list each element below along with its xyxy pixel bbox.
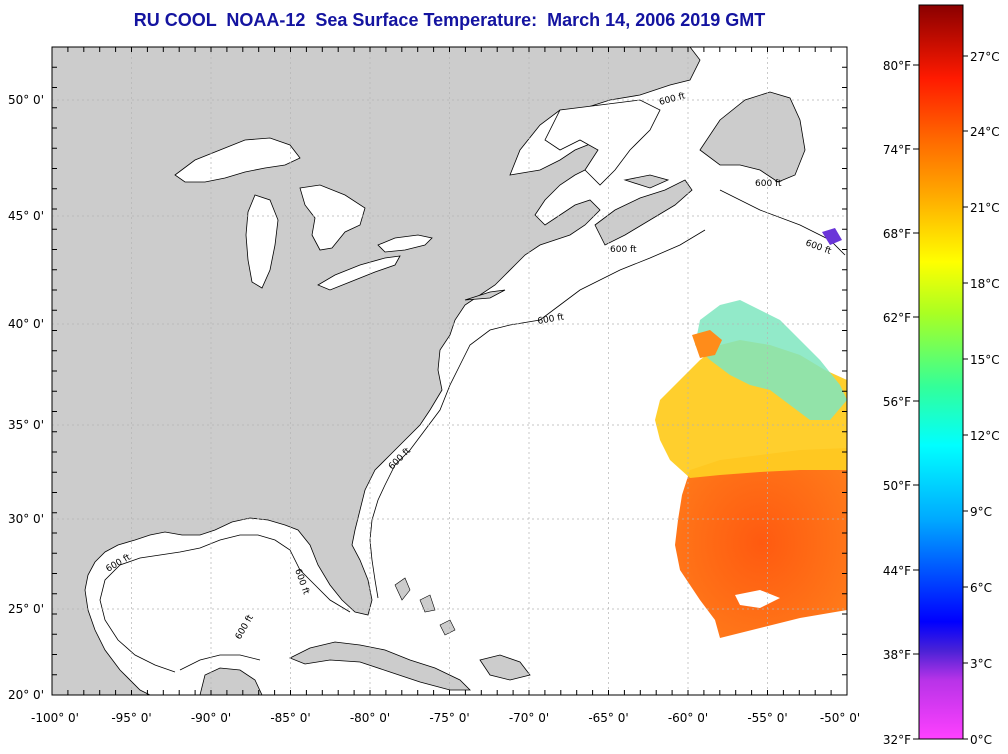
- hispaniola: [479, 654, 531, 681]
- lat-label-25: 25° 0': [8, 602, 44, 616]
- graticule: [52, 47, 847, 695]
- sst-swath-north: [695, 300, 847, 420]
- north-america-land: [52, 47, 701, 695]
- lon-label-80: -80° 0': [350, 711, 390, 725]
- map-title: RU COOL NOAA-12 Sea Surface Temperature:…: [133, 10, 766, 30]
- latitude-labels: 50° 0' 45° 0' 40° 0' 35° 0' 30° 0' 25° 0…: [8, 93, 44, 702]
- isobath-label: 600 ft: [537, 312, 565, 327]
- lat-label-20: 20° 0': [8, 688, 44, 702]
- lon-label-85: -85° 0': [270, 711, 310, 725]
- sst-patch-white: [735, 590, 780, 608]
- lat-label-30: 30° 0': [8, 512, 44, 526]
- cbar-f-44: 44°F: [883, 564, 911, 578]
- cbar-c-27: 27°C: [970, 50, 1000, 64]
- pei: [623, 174, 670, 189]
- cbar-f-74: 74°F: [883, 143, 911, 157]
- cbar-f-56: 56°F: [883, 395, 911, 409]
- lake-michigan: [245, 194, 279, 289]
- cbar-c-24: 24°C: [970, 125, 1000, 139]
- lake-erie: [317, 255, 401, 291]
- cbar-c-0: 0°C: [970, 733, 992, 747]
- colorbar: [918, 4, 964, 740]
- lat-label-40: 40° 0': [8, 317, 44, 331]
- lat-label-45: 45° 0': [8, 209, 44, 223]
- lake-ontario: [377, 234, 433, 253]
- lon-label-100: -100° 0': [31, 711, 79, 725]
- frame-ticks: [51, 46, 848, 696]
- lon-label-65: -65° 0': [588, 711, 628, 725]
- isobath-label: 600 ft: [610, 245, 637, 255]
- bahamas: [394, 577, 456, 636]
- lon-label-55: -55° 0': [747, 711, 787, 725]
- newfoundland: [699, 91, 806, 183]
- lon-label-95: -95° 0': [111, 711, 151, 725]
- long-island: [464, 289, 506, 301]
- colorbar-fahrenheit-labels: 80°F 74°F 68°F 62°F 56°F 50°F 44°F 38°F …: [883, 59, 911, 747]
- cbar-c-3: 3°C: [970, 657, 992, 671]
- cbar-f-80: 80°F: [883, 59, 911, 73]
- lat-label-50: 50° 0': [8, 93, 44, 107]
- cbar-c-21: 21°C: [970, 201, 1000, 215]
- colorbar-ticks: [913, 55, 968, 740]
- lake-superior: [174, 137, 301, 183]
- lon-label-50: -50° 0': [820, 711, 860, 725]
- cbar-f-38: 38°F: [883, 648, 911, 662]
- longitude-labels: -100° 0' -95° 0' -90° 0' -85° 0' -80° 0'…: [31, 711, 860, 725]
- cbar-f-50: 50°F: [883, 479, 911, 493]
- isobath-label: 600 ft: [755, 179, 782, 189]
- cuba: [289, 641, 471, 691]
- lon-label-60: -60° 0': [668, 711, 708, 725]
- gulf-st-lawrence: [544, 99, 661, 186]
- cbar-c-12: 12°C: [970, 429, 1000, 443]
- colorbar-celsius-labels: 27°C 24°C 21°C 18°C 15°C 12°C 9°C 6°C 3°…: [970, 50, 1000, 747]
- cbar-c-15: 15°C: [970, 353, 1000, 367]
- isobath-600ft: [99, 189, 846, 673]
- cbar-c-18: 18°C: [970, 277, 1000, 291]
- sst-patch-orange: [692, 330, 722, 358]
- yucatan: [199, 667, 263, 695]
- sst-swath-south: [675, 448, 847, 638]
- cbar-f-62: 62°F: [883, 311, 911, 325]
- sst-patch-purple: [822, 228, 842, 245]
- nova-scotia: [594, 179, 693, 246]
- lat-label-35: 35° 0': [8, 418, 44, 432]
- lon-label-90: -90° 0': [191, 711, 231, 725]
- lon-label-70: -70° 0': [509, 711, 549, 725]
- cbar-c-6: 6°C: [970, 581, 992, 595]
- cbar-f-68: 68°F: [883, 227, 911, 241]
- cbar-f-32: 32°F: [883, 733, 911, 747]
- lon-label-75: -75° 0': [429, 711, 469, 725]
- cbar-c-9: 9°C: [970, 505, 992, 519]
